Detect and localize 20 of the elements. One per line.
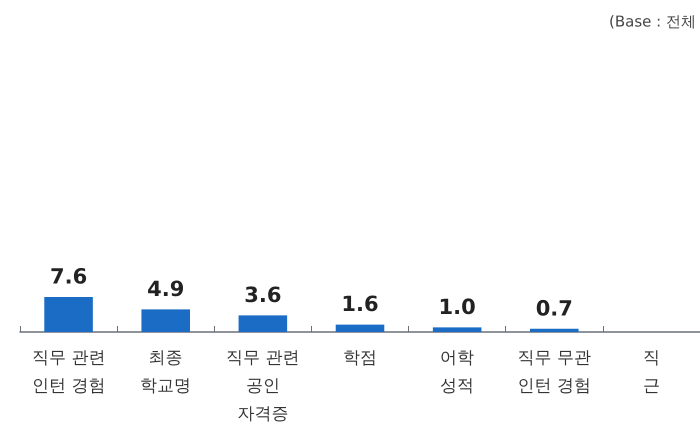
bar xyxy=(238,315,288,332)
x-tick-label: 어학 성적 xyxy=(440,348,474,396)
text: (Base : 전체 xyxy=(609,12,696,30)
x-tick-label: 직무 관련 인턴 경험 xyxy=(32,348,106,396)
bar xyxy=(530,328,579,332)
x-tick-label: 직무 관련 공인 자격증 xyxy=(226,348,300,424)
bar xyxy=(432,327,482,332)
data-label: 3.6 xyxy=(244,282,282,307)
data-label: 4.9 xyxy=(147,276,184,301)
x-tick-label: 최종 학교명 xyxy=(140,348,192,396)
data-label: 1.6 xyxy=(341,292,379,316)
x-tick-label: 직 근 xyxy=(642,348,660,396)
bar xyxy=(336,324,384,332)
x-tick-label: 직무 무관 인턴 경험 xyxy=(518,348,591,396)
x-tick-label: 학점 xyxy=(343,348,377,368)
data-label: 7.6 xyxy=(50,264,88,288)
data-label: 1.0 xyxy=(438,294,476,319)
bar xyxy=(44,297,93,332)
data-label: 0.7 xyxy=(536,296,573,320)
bar xyxy=(141,309,190,332)
